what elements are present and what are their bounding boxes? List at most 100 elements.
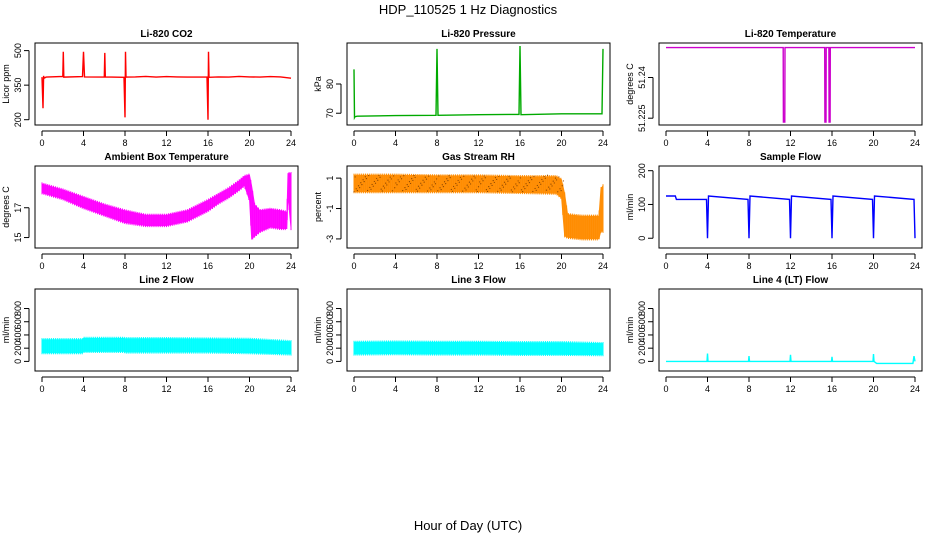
series-dot [428,175,430,177]
y-tick-label: 17 [13,203,23,213]
series-dot [357,185,360,187]
y-tick-label: 200 [13,112,23,127]
y-tick-label: 600 [637,314,647,329]
series-dot [560,190,562,192]
series-dot [399,176,402,178]
x-tick-label: 24 [598,138,608,148]
panel-title: Li-820 CO2 [140,29,193,40]
series-dot [440,189,442,191]
series-dot [479,181,481,183]
y-tick-label: 200 [637,341,647,356]
series-dot [457,179,459,182]
y-tick-label: 80 [325,79,335,89]
panel-9: Line 4 (LT) Flow ml/min 0 4 8 12 16 20 24 0 200400… [625,275,923,394]
series-dot [432,186,434,188]
series-dot [474,177,476,179]
x-tick-label: 0 [663,261,668,271]
series-dot [468,181,471,183]
x-tick-label: 16 [203,138,213,148]
series-dot [463,175,465,177]
series-dot [549,188,551,190]
series-dot [532,190,534,193]
plot-frame [346,288,611,372]
series-dot [496,178,498,181]
series-dot [491,184,493,187]
series-dot [409,182,412,185]
x-tick-label: 0 [663,138,668,148]
data-layer [666,195,916,239]
x-tick-label: 8 [434,261,439,271]
x-tick-label: 20 [244,384,254,394]
series-dot [464,187,466,189]
series-dot [421,184,423,186]
series-dot [456,184,458,186]
data-layer [666,353,916,365]
series-dot [535,189,537,191]
series-dot [527,180,529,182]
x-tick-label: 16 [827,261,837,271]
x-tick-label: 12 [473,261,483,271]
series-dot [396,184,398,186]
series-dot [363,181,365,183]
x-tick-label: 16 [515,138,525,148]
series-dot [398,181,400,183]
x-tick-label: 24 [910,261,920,271]
y-tick-label: 1 [325,176,335,181]
x-tick-label: 24 [598,384,608,394]
y-tick-label: -3 [325,235,335,243]
series-dot [465,189,467,191]
series-dot [372,185,374,187]
series-dot [453,185,455,188]
y-tick-label: 400 [325,327,335,342]
plot-frame [34,42,299,126]
figure-title: HDP_110525 1 Hz Diagnostics [378,2,558,17]
y-axis-label: degrees C [625,63,635,105]
series-dot [400,178,403,180]
series-dot [355,188,357,190]
series-dot [534,187,536,190]
series-dot [485,189,488,191]
series-dot [390,178,392,180]
series-dot [545,189,548,191]
y-tick-label: 500 [13,43,23,58]
panel-title: Line 4 (LT) Flow [753,275,829,286]
x-tick-label: 16 [515,261,525,271]
y-tick-label: 200 [325,341,335,356]
series-dot [551,185,553,187]
series-dot [552,180,554,182]
series-dot [472,180,474,182]
x-tick-label: 20 [868,138,878,148]
series-dot [364,176,366,178]
x-tick-label: 20 [868,384,878,394]
y-tick-label: 0 [13,359,23,364]
panel-5: Gas Stream RH percent 0 4 8 12 16 20 24 -3 -1 1 [313,152,611,271]
series-dot [469,183,472,185]
series-dot [381,190,383,192]
series-dot [536,184,538,187]
x-tick-label: 12 [161,261,171,271]
series-dot [505,183,507,185]
series-dot [403,175,405,177]
series-dot [471,178,473,180]
series-dot [482,180,484,182]
y-tick-label: 600 [325,314,335,329]
series-dot [514,188,516,190]
series-dot [353,191,355,193]
series-dot [368,174,370,177]
y-axis-label: ml/min [625,194,635,221]
series-dot [413,174,415,177]
series-dot [441,184,443,186]
series-dot [366,189,369,192]
series-dot [412,179,414,182]
series-dot [422,179,424,181]
x-tick-label: 24 [286,138,296,148]
series-dot [369,186,371,189]
plot-frame [346,42,611,126]
x-tick-label: 0 [39,138,44,148]
series-dot [467,186,469,188]
y-tick-label: 800 [325,301,335,316]
series-dot [526,185,528,187]
x-tick-label: 8 [122,261,127,271]
data-layer [41,51,292,120]
y-tick-label: -1 [325,205,335,213]
